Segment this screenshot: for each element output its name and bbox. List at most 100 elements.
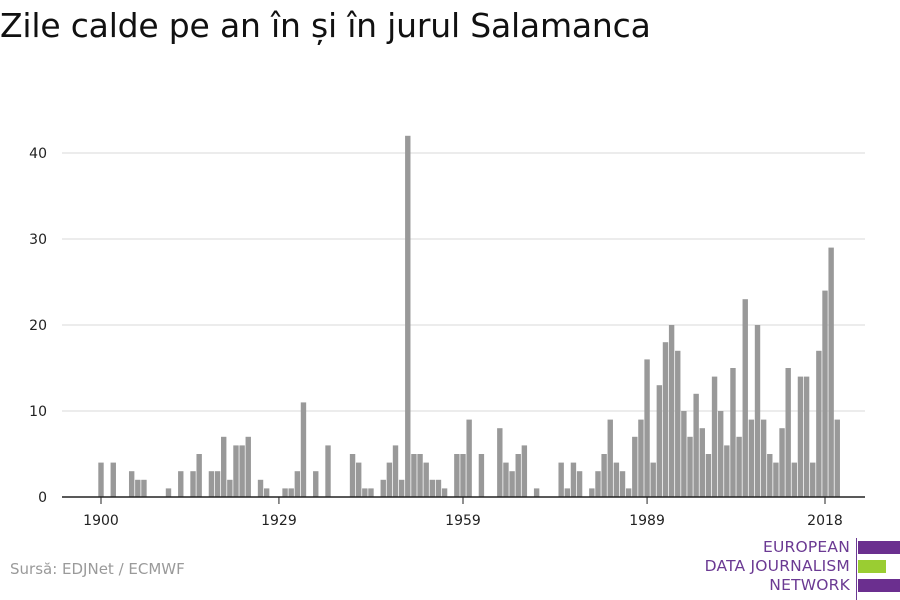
bar [521, 445, 528, 497]
bar [454, 454, 460, 497]
bar [380, 479, 386, 497]
bar [362, 488, 368, 497]
bar [650, 462, 656, 497]
bar [662, 342, 669, 497]
bar-chart: 0 10 20 30 40 1900 1929 1959 1989 2018 [29, 135, 865, 529]
bar [460, 454, 466, 497]
bar [435, 479, 442, 497]
bar [693, 393, 699, 497]
bar [797, 376, 804, 497]
bar [368, 488, 374, 497]
bar [165, 488, 172, 497]
bar [441, 488, 448, 497]
bar [233, 445, 239, 497]
bar [503, 462, 509, 497]
bar [767, 454, 773, 497]
x-tick-label: 1959 [445, 513, 481, 529]
bar [613, 462, 620, 497]
y-axis-ticks: 0 10 20 30 40 [29, 146, 47, 506]
bar [589, 488, 595, 497]
bar [386, 462, 393, 497]
bar [699, 428, 705, 497]
bar [356, 462, 362, 497]
logo-bar-purple-top [858, 541, 900, 554]
bar [141, 479, 147, 497]
bar [810, 462, 816, 497]
bar [227, 479, 233, 497]
bar [245, 436, 251, 497]
bar [803, 376, 810, 497]
y-tick-label: 40 [29, 146, 47, 162]
chart-title: Zile calde pe an în și în jurul Salamanc… [0, 6, 651, 45]
bar [313, 471, 319, 497]
y-tick-label: 20 [29, 318, 47, 334]
bar [681, 411, 687, 497]
bar [533, 488, 540, 497]
bar [773, 462, 779, 497]
bars [98, 135, 840, 498]
bar [748, 419, 755, 497]
bar [423, 462, 429, 497]
bar [392, 445, 399, 497]
bar [724, 445, 730, 497]
bar [576, 471, 583, 497]
bar [570, 462, 577, 497]
x-tick-label: 1900 [83, 513, 119, 529]
bar [779, 428, 785, 497]
x-axis-ticks: 1900 1929 1959 1989 2018 [83, 497, 843, 529]
bar [429, 479, 436, 497]
bar [497, 428, 503, 497]
y-tick-label: 10 [29, 404, 47, 420]
bar [644, 359, 650, 497]
edjnet-logo: EUROPEAN DATA JOURNALISM NETWORK [700, 538, 900, 600]
bar [178, 471, 184, 497]
bar [405, 135, 411, 498]
bar [128, 471, 135, 497]
bar [417, 454, 423, 497]
logo-line-1: EUROPEAN [762, 538, 850, 556]
y-tick-label: 0 [38, 490, 47, 506]
bar [834, 419, 840, 497]
bar [214, 471, 221, 497]
bar [607, 419, 613, 497]
bar [828, 247, 834, 497]
bar [718, 411, 724, 497]
bar [300, 402, 307, 497]
logo-line-2: DATA JOURNALISM [704, 557, 850, 575]
bar [398, 479, 405, 497]
bar [564, 488, 571, 497]
bar [349, 454, 356, 497]
bar [668, 325, 675, 497]
bar [190, 471, 196, 497]
x-tick-label: 2018 [807, 513, 843, 529]
bar [711, 376, 718, 497]
bar [736, 436, 742, 497]
x-tick-label: 1929 [261, 513, 297, 529]
bar [675, 350, 681, 497]
bar [288, 488, 294, 497]
bar [791, 462, 798, 497]
bar [816, 350, 822, 497]
bar [632, 436, 638, 497]
bar [754, 325, 761, 497]
source-note: Sursă: EDJNet / ECMWF [10, 560, 185, 578]
bar [509, 471, 515, 497]
logo-line-3: NETWORK [769, 576, 850, 594]
bar [257, 479, 264, 497]
bar [687, 436, 693, 497]
y-tick-label: 30 [29, 232, 47, 248]
bar [294, 471, 301, 497]
bar [478, 454, 485, 497]
bar [625, 488, 632, 497]
bar [822, 290, 828, 497]
bar [110, 462, 116, 497]
x-tick-label: 1989 [629, 513, 665, 529]
bar [208, 471, 215, 497]
bar [595, 471, 601, 497]
bar [705, 454, 712, 497]
logo-divider [856, 538, 857, 600]
bar [325, 445, 331, 497]
bar [135, 479, 141, 497]
bar [619, 471, 626, 497]
bar [263, 488, 270, 497]
